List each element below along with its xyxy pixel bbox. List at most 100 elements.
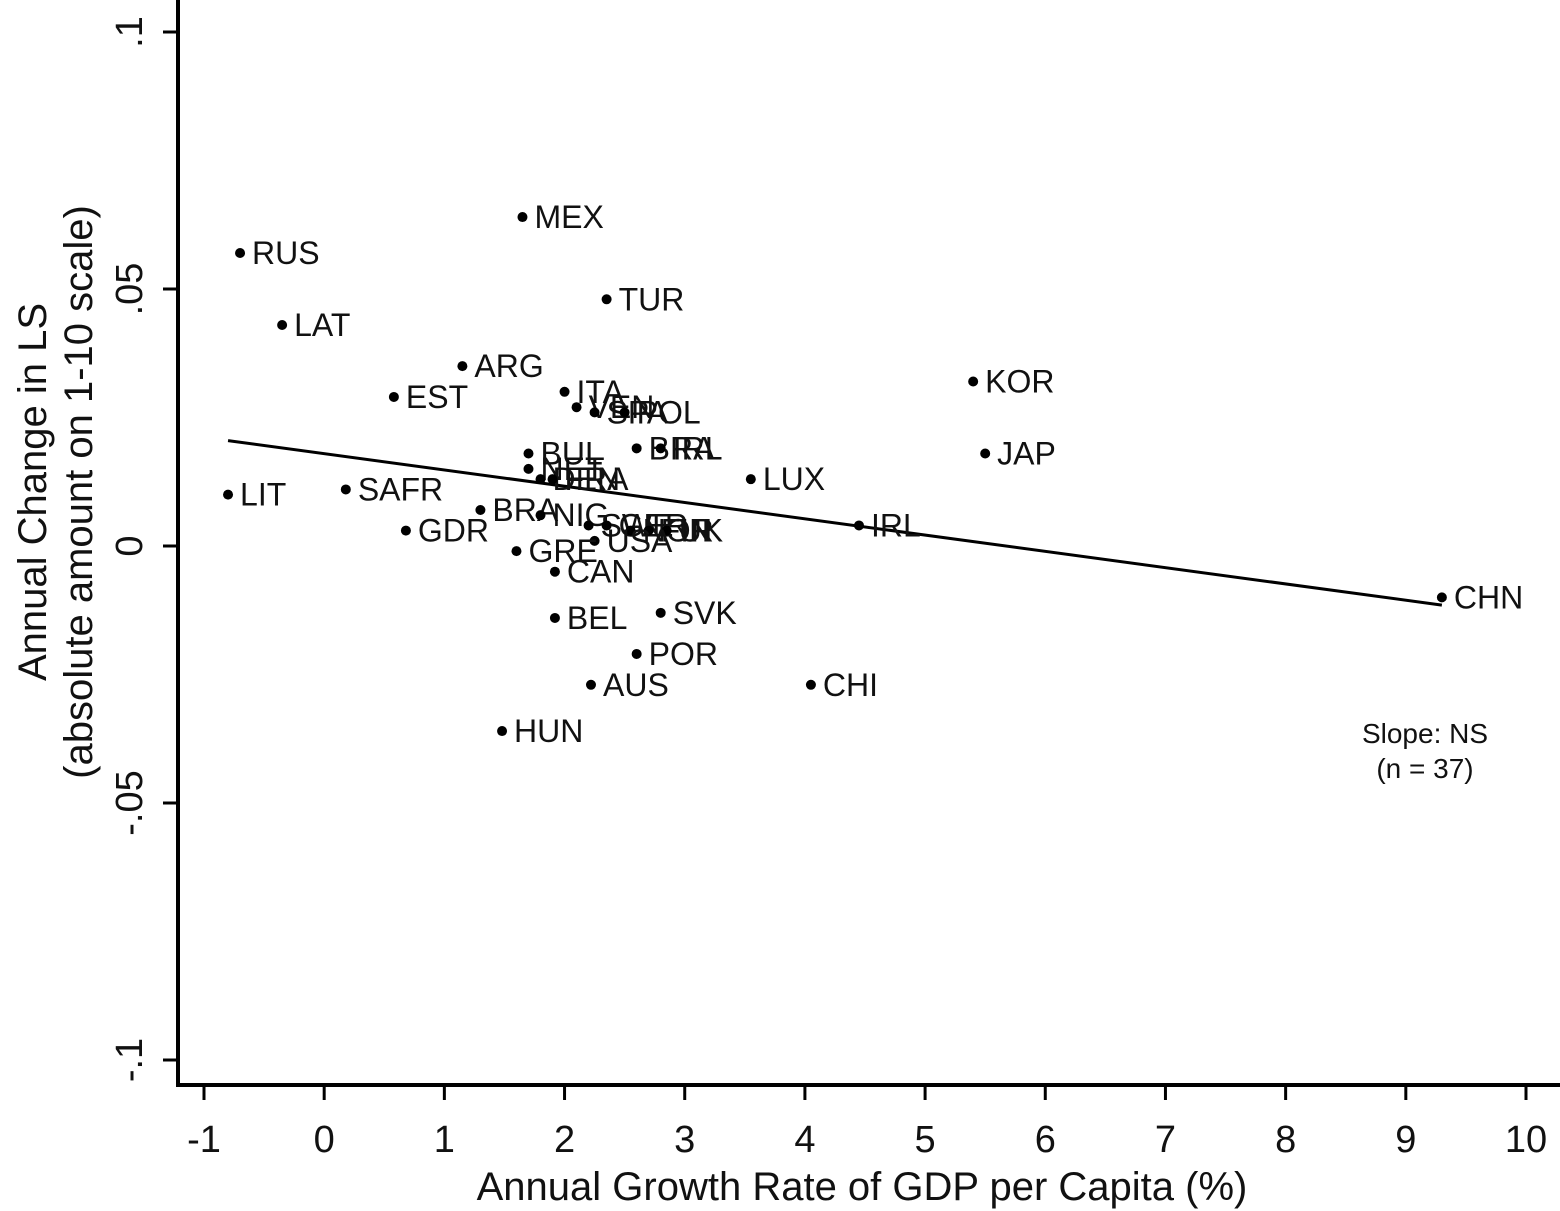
x-tick-label: 8 — [1275, 1119, 1296, 1161]
point-label: GDR — [418, 513, 489, 549]
point-label: EST — [406, 379, 468, 415]
slope-annotation: Slope: NS — [1362, 718, 1488, 749]
data-point: CHI — [805, 667, 878, 703]
data-point: HUN — [497, 713, 583, 749]
point-label: LAT — [294, 307, 350, 343]
point-label: LUX — [763, 461, 825, 497]
point-marker — [235, 248, 246, 259]
point-marker — [601, 294, 612, 305]
point-label: NOR — [643, 513, 714, 549]
n-annotation: (n = 37) — [1376, 753, 1473, 784]
point-marker — [457, 361, 468, 372]
data-point: MEX — [517, 199, 604, 235]
point-marker — [223, 489, 234, 500]
point-label: LIT — [240, 477, 286, 513]
point-marker — [1436, 592, 1447, 603]
y-tick-label: .05 — [109, 263, 151, 316]
point-marker — [475, 505, 486, 516]
point-marker — [631, 443, 642, 454]
point-label: HUN — [514, 713, 583, 749]
y-tick-label: -.1 — [109, 1038, 151, 1082]
point-label: NIG — [553, 497, 610, 533]
data-point: ARG — [457, 348, 544, 384]
point-marker — [535, 474, 546, 485]
point-marker — [549, 612, 560, 623]
data-point: USA — [589, 523, 673, 559]
point-label: POL — [637, 394, 701, 430]
x-tick-label: 10 — [1505, 1119, 1547, 1161]
point-marker — [661, 525, 672, 536]
x-tick-label: 3 — [674, 1119, 695, 1161]
point-marker — [745, 474, 756, 485]
data-point: FRA — [547, 461, 629, 497]
x-tick-label: 9 — [1395, 1119, 1416, 1161]
point-marker — [517, 212, 528, 223]
x-tick-label: 1 — [434, 1119, 455, 1161]
data-point: RUS — [235, 235, 320, 271]
point-marker — [535, 510, 546, 521]
point-marker — [625, 525, 636, 536]
data-point: SWE — [583, 507, 674, 543]
point-marker — [655, 607, 666, 618]
point-label: CHI — [823, 667, 878, 703]
point-label: SVK — [673, 595, 737, 631]
point-label: BEL — [567, 600, 627, 636]
data-point: IRL — [853, 507, 921, 543]
point-label: CAN — [567, 554, 635, 590]
point-label: VEN — [589, 389, 655, 425]
data-point: TUR — [601, 281, 685, 317]
data-point: SVK — [655, 595, 737, 631]
data-point: IRL — [655, 430, 723, 466]
point-label: JAP — [997, 435, 1056, 471]
y-tick-label: -.05 — [109, 770, 151, 835]
point-marker — [547, 474, 558, 485]
point-marker — [400, 525, 411, 536]
point-label: SAFR — [358, 471, 443, 507]
point-marker — [589, 535, 600, 546]
data-point: LUX — [745, 461, 825, 497]
point-label: POR — [649, 636, 718, 672]
data-point: LIT — [223, 477, 286, 513]
point-label: GRE — [528, 533, 597, 569]
point-label: UK — [679, 513, 723, 549]
data-point: GRE — [511, 533, 598, 569]
point-label: SPA — [607, 394, 669, 430]
point-marker — [511, 546, 522, 557]
x-tick-label: 6 — [1035, 1119, 1056, 1161]
point-label: USA — [607, 523, 673, 559]
point-marker — [585, 679, 596, 690]
point-marker — [631, 648, 642, 659]
point-marker — [571, 402, 582, 413]
data-point: LAT — [277, 307, 350, 343]
y-axis-title-line-2: (absolute amount on 1-10 scale) — [57, 205, 101, 779]
point-label: SWE — [601, 507, 674, 543]
point-label: CHN — [1454, 579, 1523, 615]
point-label: RUS — [252, 235, 320, 271]
point-label: IRL — [673, 430, 723, 466]
point-label: ITA — [577, 374, 625, 410]
point-marker — [619, 407, 630, 418]
data-point: POL — [619, 394, 701, 430]
point-marker — [523, 448, 534, 459]
data-point: VEN — [571, 389, 655, 425]
x-tick-label: 2 — [554, 1119, 575, 1161]
x-tick-label: -1 — [187, 1119, 221, 1161]
data-point: BRA — [475, 492, 559, 528]
fit-line — [227, 439, 1443, 607]
data-point: CAN — [549, 554, 635, 590]
data-point: NOR — [625, 513, 714, 549]
point-marker — [805, 679, 816, 690]
data-point: UK — [661, 513, 723, 549]
point-label: TUR — [619, 281, 685, 317]
data-point: GER — [601, 507, 688, 543]
data-point: SAFR — [340, 471, 443, 507]
point-label: BUL — [540, 435, 602, 471]
fit-line-group — [227, 439, 1443, 607]
data-point: EST — [388, 379, 468, 415]
data-point: JAP — [980, 435, 1056, 471]
point-marker — [655, 443, 666, 454]
point-marker — [853, 520, 864, 531]
point-label: GER — [619, 507, 688, 543]
data-point: GDR — [400, 513, 489, 549]
point-label: AUS — [603, 667, 669, 703]
